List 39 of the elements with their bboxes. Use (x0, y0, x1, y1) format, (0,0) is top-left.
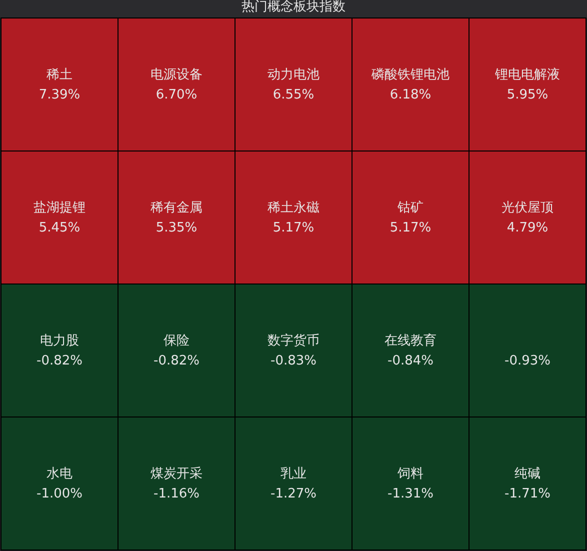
data-label: 5.45% (38, 220, 80, 236)
data-label: 7.39% (38, 88, 80, 102)
category-label: 电源设备 (150, 68, 202, 82)
category-label: 保险 (164, 334, 190, 348)
category-label: 煤炭开采 (150, 466, 202, 482)
category-label: 饲料 (396, 466, 424, 482)
data-label: 4.79% (506, 220, 548, 236)
category-label: 在线教育 (384, 332, 436, 348)
data-label: -1.27% (270, 486, 316, 502)
data-label: -0.83% (270, 354, 316, 368)
data-label: -0.84% (388, 354, 434, 368)
category-label: 数字货币 (268, 332, 320, 348)
data-label: -0.82% (154, 354, 200, 368)
category-label: 盐湖提锂 (34, 200, 86, 216)
category-label: 水电 (46, 466, 72, 482)
category-label: 稀土永磁 (268, 200, 320, 216)
category-label: 光伏屋顶 (502, 200, 554, 216)
data-label: -1.71% (504, 486, 550, 502)
data-label: 6.70% (156, 88, 198, 102)
data-label: -0.93% (504, 354, 550, 368)
category-label: 乳业 (280, 466, 306, 482)
data-label: -0.82% (36, 354, 82, 368)
category-label: 纯碱 (514, 466, 540, 482)
data-label: -1.16% (154, 486, 200, 502)
data-label: -1.00% (36, 486, 82, 502)
data-label: 5.95% (506, 88, 548, 102)
data-label: 6.55% (272, 88, 314, 102)
data-label: -1.31% (388, 486, 434, 502)
category-label: 稀有金属 (150, 200, 202, 216)
data-label: 5.17% (390, 220, 432, 236)
category-label: 磷酸铁锂电池 (370, 68, 450, 82)
category-label: 稀土 (46, 68, 72, 82)
category-label: 锂电电解液 (494, 68, 560, 82)
category-label: 钴矿 (396, 200, 424, 216)
category-label: 动力电池 (268, 68, 320, 82)
data-label: 5.17% (272, 220, 314, 236)
data-label: 6.18% (390, 88, 432, 102)
category-label: 电力股 (40, 334, 79, 348)
data-label: 5.35% (156, 220, 198, 236)
